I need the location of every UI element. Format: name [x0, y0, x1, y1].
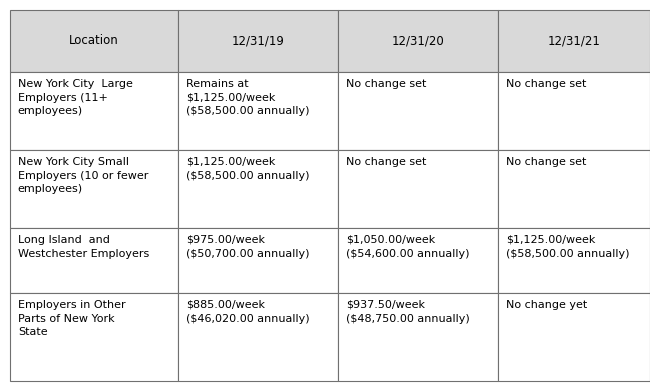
Text: $1,125.00/week
($58,500.00 annually): $1,125.00/week ($58,500.00 annually): [186, 157, 309, 181]
Bar: [178, 228, 338, 293]
Text: No change set: No change set: [506, 157, 586, 167]
Bar: [178, 293, 338, 381]
Text: No change yet: No change yet: [506, 300, 587, 310]
Text: No change set: No change set: [506, 79, 586, 89]
Text: No change set: No change set: [346, 157, 426, 167]
Text: $1,050.00/week
($54,600.00 annually): $1,050.00/week ($54,600.00 annually): [346, 235, 469, 259]
Bar: [10, 293, 178, 381]
Bar: [498, 293, 650, 381]
Bar: [10, 228, 178, 293]
Bar: [178, 150, 338, 228]
Text: 12/31/20: 12/31/20: [391, 34, 445, 47]
Bar: [10, 150, 178, 228]
Bar: [178, 72, 338, 150]
Bar: [338, 293, 498, 381]
Bar: [10, 72, 178, 150]
Text: 12/31/19: 12/31/19: [231, 34, 285, 47]
Text: Long Island  and
Westchester Employers: Long Island and Westchester Employers: [18, 235, 149, 259]
Bar: [338, 228, 498, 293]
Text: 12/31/21: 12/31/21: [547, 34, 601, 47]
Bar: [498, 72, 650, 150]
Text: New York City  Large
Employers (11+
employees): New York City Large Employers (11+ emplo…: [18, 79, 133, 116]
Bar: [338, 10, 498, 72]
Bar: [498, 10, 650, 72]
Text: Employers in Other
Parts of New York
State: Employers in Other Parts of New York Sta…: [18, 300, 125, 337]
Text: $1,125.00/week
($58,500.00 annually): $1,125.00/week ($58,500.00 annually): [506, 235, 629, 259]
Bar: [498, 228, 650, 293]
Bar: [338, 72, 498, 150]
Text: No change set: No change set: [346, 79, 426, 89]
Bar: [10, 10, 178, 72]
Bar: [338, 150, 498, 228]
Text: $885.00/week
($46,020.00 annually): $885.00/week ($46,020.00 annually): [186, 300, 309, 323]
Text: $937.50/week
($48,750.00 annually): $937.50/week ($48,750.00 annually): [346, 300, 469, 323]
Text: New York City Small
Employers (10 or fewer
employees): New York City Small Employers (10 or few…: [18, 157, 148, 194]
Text: $975.00/week
($50,700.00 annually): $975.00/week ($50,700.00 annually): [186, 235, 309, 259]
Bar: [498, 150, 650, 228]
Text: Remains at
$1,125.00/week
($58,500.00 annually): Remains at $1,125.00/week ($58,500.00 an…: [186, 79, 309, 116]
Bar: [178, 10, 338, 72]
Text: Location: Location: [69, 34, 119, 47]
